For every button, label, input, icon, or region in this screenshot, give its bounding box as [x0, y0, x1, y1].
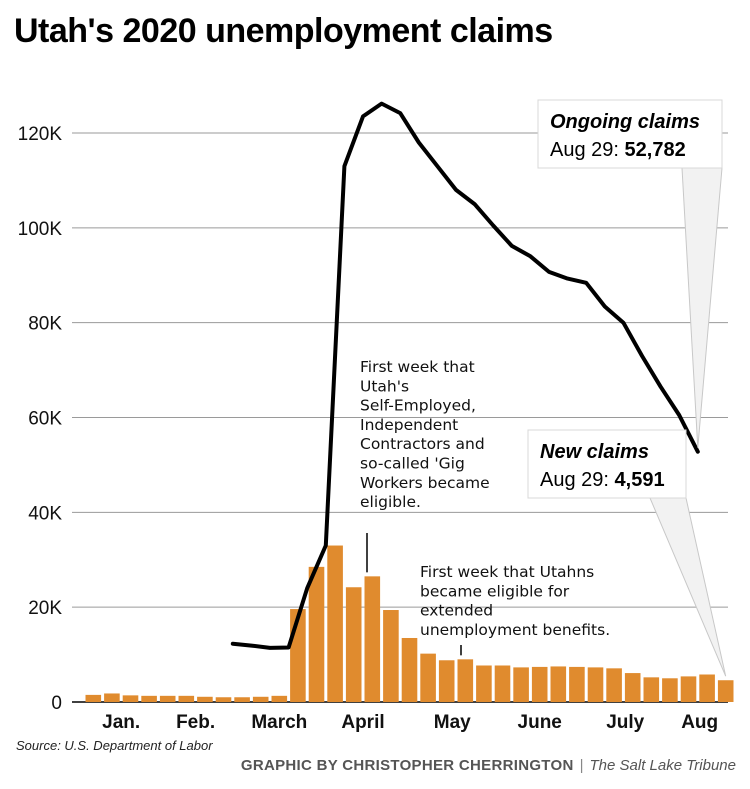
new-claims-bar	[569, 666, 585, 702]
x-month-label: Jan.	[102, 712, 140, 733]
chart-title: Utah's 2020 unemployment claims	[14, 12, 553, 50]
y-axis-ticks: 0 20K 40K 60K 80K 100K 120K	[18, 124, 63, 714]
new-claims-bar	[550, 666, 567, 702]
callout-title: Ongoing claims	[550, 111, 700, 133]
y-tick-label: 80K	[28, 314, 62, 335]
new-claims-bar	[104, 693, 120, 702]
x-month-label: April	[341, 712, 384, 733]
x-month-label: Aug	[681, 712, 718, 733]
x-month-label: March	[251, 712, 307, 733]
new-claims-bar	[606, 668, 622, 702]
new-claims-bar	[401, 637, 418, 702]
x-month-label: May	[434, 712, 471, 733]
new-claims-bar	[141, 695, 157, 702]
new-claims-bar	[662, 678, 678, 702]
y-tick-label: 0	[51, 693, 62, 714]
credit-line: GRAPHIC BY CHRISTOPHER CHERRINGTON | The S…	[241, 757, 736, 774]
y-tick-label: 120K	[18, 124, 63, 145]
new-claims-bar	[643, 677, 660, 702]
y-tick-label: 20K	[28, 598, 62, 619]
new-claims-bar	[624, 673, 641, 702]
ongoing-claims-line	[230, 101, 700, 650]
annotation-text: eligible.	[360, 493, 421, 511]
callout-value-line: Aug 29: 4,591	[540, 469, 665, 491]
x-month-label: June	[518, 712, 562, 733]
callout-pointer	[681, 167, 723, 448]
x-month-label: Feb.	[176, 712, 215, 733]
new-claims-bar	[457, 659, 474, 702]
new-claims-bars	[85, 545, 734, 702]
y-tick-label: 40K	[28, 503, 62, 524]
new-claims-bar	[178, 695, 195, 702]
new-claims-bar	[308, 566, 325, 702]
new-claims-bar	[513, 667, 529, 702]
publication-name: The Salt Lake Tribune	[589, 757, 736, 774]
annotation-text: Workers became	[360, 474, 490, 492]
x-axis-month-labels: Jan. Feb. March April May June July Aug	[102, 712, 718, 733]
new-claims-bar	[122, 695, 139, 702]
annotation-text: First week that	[360, 358, 475, 376]
callout-date: Aug 29:	[540, 469, 615, 491]
new-claims-bar	[717, 680, 734, 702]
new-claims-bar	[420, 653, 436, 702]
callout-date: Aug 29:	[550, 139, 625, 161]
annotation-text: unemployment benefits.	[420, 621, 610, 639]
new-claims-bar	[327, 545, 343, 702]
callout-value: 4,591	[615, 469, 665, 491]
callout-box	[537, 99, 723, 169]
callouts: Ongoing claims Aug 29: 52,782 New claims Au…	[527, 99, 727, 677]
credit-separator: |	[579, 757, 584, 774]
new-claims-bar	[85, 694, 102, 702]
callout-value: 52,782	[625, 139, 686, 161]
x-month-label: July	[606, 712, 644, 733]
new-claims-bar	[271, 695, 288, 702]
annotation-text: so-called 'Gig	[360, 455, 465, 473]
new-claims-bar	[234, 697, 250, 702]
new-claims-bar	[476, 665, 492, 702]
byline: GRAPHIC BY CHRISTOPHER CHERRINGTON	[240, 757, 574, 774]
annotation-text: extended	[420, 602, 493, 620]
new-claims-bar	[680, 676, 697, 702]
new-claims-bar	[587, 667, 604, 702]
annotation-text: became eligible for	[420, 582, 570, 600]
y-tick-label: 60K	[28, 409, 62, 430]
callout-title: New claims	[540, 441, 649, 463]
new-claims-bar	[383, 610, 399, 702]
new-claims-bar	[345, 587, 362, 702]
new-claims-bar	[159, 695, 176, 702]
annotation-text: Independent	[360, 416, 458, 434]
annotation-text: First week that Utahns	[420, 563, 594, 581]
callout-pointer	[649, 497, 727, 677]
new-claims-bar	[197, 696, 213, 702]
y-tick-label: 100K	[18, 219, 63, 240]
new-claims-bar	[531, 666, 548, 702]
annotation-text: Contractors and	[360, 435, 485, 453]
callout-value-line: Aug 29: 52,782	[550, 139, 686, 161]
source-note: Source: U.S. Department of Labor	[16, 738, 213, 753]
annotation-text: Utah's	[360, 377, 409, 395]
callout-box	[527, 429, 687, 499]
new-claims-bar	[364, 576, 381, 702]
new-claims-bar	[252, 696, 269, 702]
annotation-text: Self-Employed,	[360, 397, 476, 415]
new-claims-bar	[494, 665, 511, 702]
new-claims-bar	[699, 674, 715, 702]
new-claims-bar	[438, 660, 455, 702]
new-claims-bar	[215, 697, 232, 702]
